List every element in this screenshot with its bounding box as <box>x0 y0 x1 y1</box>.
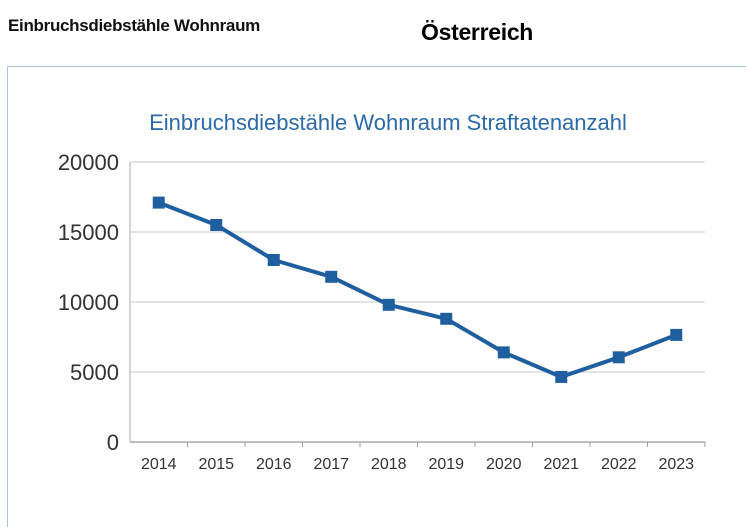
x-tick-label: 2019 <box>428 456 464 473</box>
data-point <box>382 298 395 311</box>
data-point <box>152 196 165 209</box>
x-tick-label: 2023 <box>658 456 694 473</box>
y-tick-label: 5000 <box>70 360 119 385</box>
x-tick-label: 2016 <box>256 456 292 473</box>
x-tick-label: 2020 <box>486 456 522 473</box>
y-tick-label: 10000 <box>58 290 119 315</box>
x-tick-label: 2022 <box>601 456 637 473</box>
brand-logo-text: Österreich <box>421 19 534 45</box>
x-tick-label: 2015 <box>198 456 234 473</box>
series-line <box>158 200 677 379</box>
data-point <box>670 328 683 341</box>
y-tick-label: 0 <box>107 430 119 455</box>
x-tick-label: 2021 <box>543 456 579 473</box>
page-title: Einbruchsdiebstähle Wohnraum <box>8 16 260 35</box>
data-point <box>555 370 568 383</box>
data-point <box>497 346 510 359</box>
y-tick-label: 15000 <box>58 220 119 245</box>
x-tick-label: 2017 <box>313 456 349 473</box>
data-point <box>267 254 280 266</box>
data-point <box>325 270 338 283</box>
data-point <box>210 219 223 231</box>
x-tick-label: 2018 <box>371 456 407 473</box>
x-tick-label: 2014 <box>141 456 177 473</box>
y-tick-label: 20000 <box>58 150 119 175</box>
chart-title: Einbruchsdiebstähle Wohnraum Straftatena… <box>149 110 627 135</box>
chart-frame <box>7 66 746 527</box>
line-chart: Einbruchsdiebstähle Wohnraum Straftatena… <box>58 110 706 473</box>
data-point <box>440 312 453 325</box>
data-point <box>612 351 625 364</box>
